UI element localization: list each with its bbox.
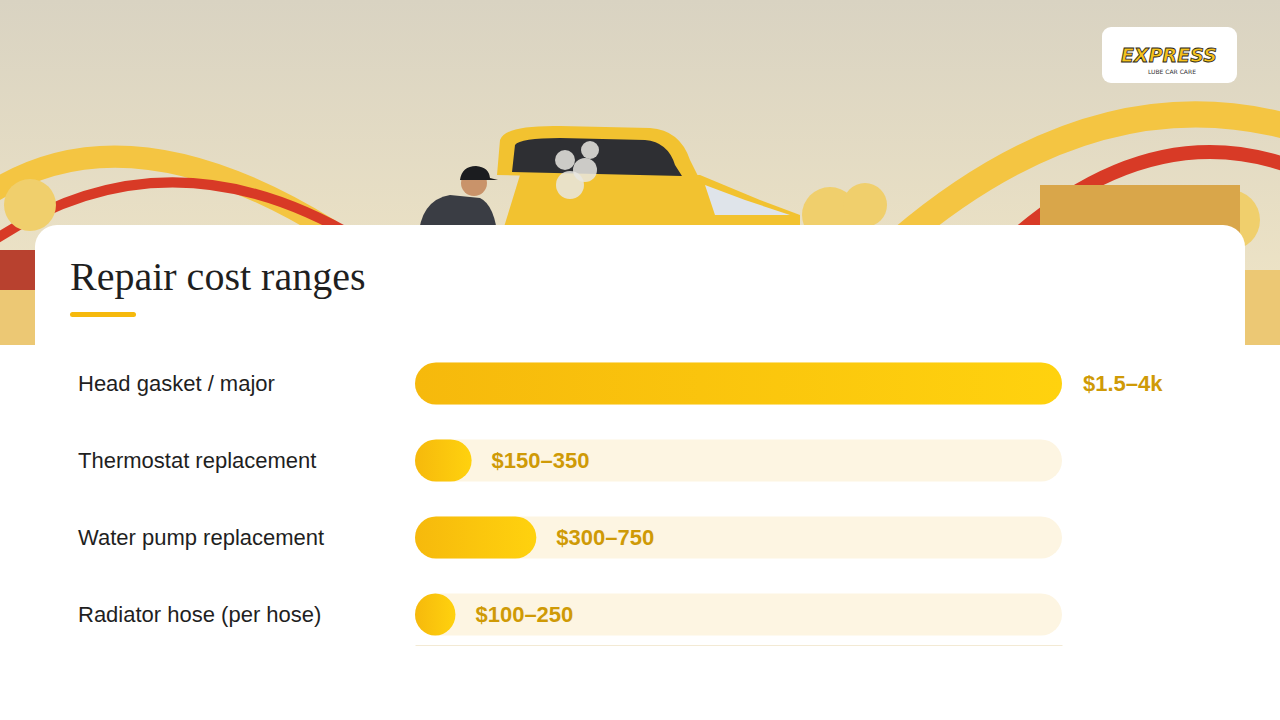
category-label: Head gasket / major bbox=[78, 371, 275, 396]
bars bbox=[415, 363, 1062, 636]
tracks bbox=[415, 363, 1062, 636]
title-underline bbox=[70, 312, 136, 317]
bar bbox=[415, 440, 472, 482]
x-axis bbox=[416, 645, 1063, 646]
bar bbox=[415, 363, 1062, 405]
logo-sub: LUBE CAR CARE bbox=[1148, 68, 1196, 75]
logo: EXPRESS LUBE CAR CARE bbox=[1102, 27, 1237, 83]
engine-bay bbox=[512, 138, 682, 176]
card bbox=[35, 225, 1245, 720]
category-labels: Head gasket / major Thermostat replacemen… bbox=[78, 371, 324, 627]
data-labels: $1.5–4k $150–350 $300–750 $100–250 bbox=[475, 371, 1163, 627]
tree bbox=[4, 179, 56, 231]
bar-track bbox=[415, 440, 1062, 482]
axis-line bbox=[416, 645, 1063, 646]
category-label: Thermostat replacement bbox=[78, 448, 316, 473]
bar bbox=[415, 517, 536, 559]
data-label: $150–350 bbox=[492, 448, 590, 473]
bar bbox=[415, 594, 455, 636]
tree bbox=[843, 183, 887, 227]
chart-title: Repair cost ranges bbox=[70, 254, 365, 299]
bar-track bbox=[415, 594, 1062, 636]
logo-main: EXPRESS bbox=[1121, 44, 1217, 66]
steam bbox=[573, 158, 597, 182]
data-label: $100–250 bbox=[475, 602, 573, 627]
car-window bbox=[705, 185, 790, 215]
steam bbox=[581, 141, 599, 159]
car-hood bbox=[497, 126, 700, 180]
logo-box bbox=[1102, 27, 1237, 83]
bar-track bbox=[415, 517, 1062, 559]
chart-canvas: EXPRESS LUBE CAR CARE Repair cost ranges He… bbox=[0, 0, 1280, 720]
data-label: $1.5–4k bbox=[1083, 371, 1163, 396]
category-label: Radiator hose (per hose) bbox=[78, 602, 321, 627]
steam bbox=[555, 150, 575, 170]
data-label: $300–750 bbox=[556, 525, 654, 550]
decor-arc bbox=[0, 157, 330, 230]
bar-track bbox=[415, 363, 1062, 405]
person-cap bbox=[460, 166, 498, 180]
category-label: Water pump replacement bbox=[78, 525, 324, 550]
